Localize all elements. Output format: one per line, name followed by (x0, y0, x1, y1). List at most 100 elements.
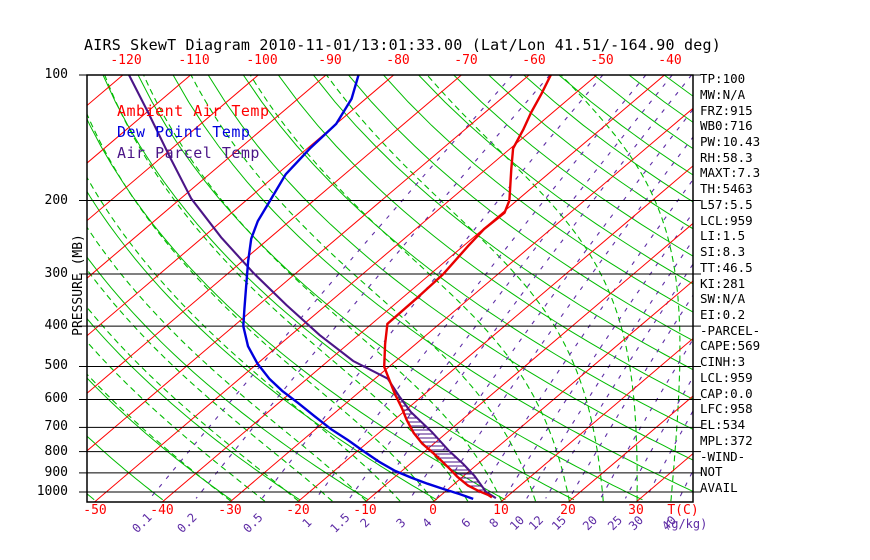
mixing-ratio-line (149, 75, 513, 499)
moist-adiabat-line (87, 268, 333, 502)
dry-adiabat-line (523, 75, 693, 203)
panel-item: -PARCEL- (700, 322, 761, 338)
isotherm-line (87, 75, 530, 452)
mixing-ratio-line (315, 75, 647, 499)
ambient-air-temp-curve (382, 75, 552, 499)
mixing-ratio-line (624, 376, 693, 499)
bottom-temp-label: 30 (628, 503, 644, 518)
panel-item: NOT (700, 464, 723, 480)
moist-adiabat-line (87, 306, 299, 502)
mixing-ratio-unit-label: (g/kg) (664, 517, 708, 531)
panel-item: FRZ:915 (700, 102, 753, 118)
moist-adiabat-line (143, 75, 503, 502)
isotherm-line (364, 222, 693, 502)
top-temp-label: -50 (590, 53, 614, 68)
bottom-temp-label: -50 (83, 503, 107, 518)
plot-frame (86, 74, 694, 503)
mixing-ratio-line (261, 75, 604, 499)
moist-adiabat-line (249, 75, 570, 502)
mixing-ratio-line (436, 136, 693, 499)
top-temp-label: -120 (110, 53, 142, 68)
dry-adiabat-line (418, 75, 693, 285)
mixing-ratio-line (349, 75, 673, 499)
dry-adiabat-line (87, 256, 369, 501)
pressure-tick-label: 500 (44, 358, 68, 373)
moist-adiabat-line (326, 75, 604, 502)
top-temp-label: -90 (318, 53, 342, 68)
mixing-ratio-line (503, 211, 693, 499)
pressure-tick-label: 800 (44, 444, 68, 459)
panel-item: RH:58.3 (700, 149, 753, 165)
top-temp-label: -80 (386, 53, 410, 68)
panel-item: TH:5463 (700, 181, 753, 197)
panel-item: LCL:959 (700, 369, 753, 385)
panel-item: TT:46.5 (700, 259, 753, 275)
bottom-temp-label: -20 (286, 503, 310, 518)
dew-point-temp-curve (242, 75, 474, 501)
pressure-tick-label: 200 (44, 193, 68, 208)
panel-item: KI:281 (700, 275, 746, 291)
dry-adiabat-line (87, 435, 164, 501)
isotherm-line (229, 107, 693, 502)
panel-item: PW:10.43 (700, 133, 761, 149)
cape-hatched-area (387, 378, 489, 495)
top-temp-label: -70 (454, 53, 478, 68)
pressure-axis-label: PRESSURE (MB) (71, 234, 86, 336)
panel-item: CAP:0.0 (700, 385, 753, 401)
isotherm-line (87, 75, 124, 107)
moist-adiabat-line (87, 176, 401, 502)
mixing-ratio-line (600, 338, 693, 499)
mixing-ratio-line (475, 178, 693, 499)
dry-adiabat-line (453, 75, 693, 257)
dry-adiabat-line (313, 75, 693, 371)
panel-item: MW:N/A (700, 86, 746, 102)
panel-item: WB0:716 (700, 118, 753, 134)
bottom-temp-label: 10 (493, 503, 509, 518)
top-temp-label: -40 (658, 53, 682, 68)
pressure-tick-label: 400 (44, 318, 68, 333)
bottom-temp-label: -30 (218, 503, 242, 518)
isotherm-line (0, 75, 55, 502)
moist-adiabat-line (426, 75, 638, 502)
pressure-tick-label: 100 (44, 67, 68, 82)
dry-adiabat-line (102, 75, 575, 501)
mixing-ratio-line (195, 75, 551, 499)
bottom-temp-label: -40 (150, 503, 174, 518)
moist-adiabat-line (560, 75, 681, 502)
dry-adiabat-line (172, 75, 693, 492)
dry-adiabat-line (277, 75, 693, 400)
panel-item: TP:100 (700, 71, 746, 86)
pressure-tick-label: 300 (44, 266, 68, 281)
dry-adiabat-line (348, 75, 693, 342)
dry-adiabat-line (663, 75, 693, 97)
pressure-tick-label: 600 (44, 391, 68, 406)
mixing-ratio-line (545, 263, 693, 499)
panel-item: AVAIL (700, 480, 738, 495)
moist-adiabat-line (190, 75, 537, 502)
panel-item: MPL:372 (700, 432, 753, 448)
isotherm-line (87, 75, 259, 222)
bottom-temp-label: 0 (429, 503, 437, 518)
panel-item: L57:5.5 (700, 196, 753, 212)
isotherm-line (87, 75, 462, 394)
pressure-tick-label: 700 (44, 419, 68, 434)
isotherm-line (87, 75, 395, 337)
pressure-tick-label: 1000 (36, 484, 68, 499)
bottom-temp-label: 20 (560, 503, 576, 518)
top-temp-label: -60 (522, 53, 546, 68)
isotherm-line (432, 280, 693, 502)
panel-item: EI:0.2 (700, 307, 746, 322)
chart-title: AIRS SkewT Diagram 2010-11-01/13:01:33.0… (84, 36, 721, 54)
panel-item: CAPE:569 (700, 338, 761, 354)
air-parcel-temp-curve (128, 75, 497, 499)
legend-air-parcel-temp: Air Parcel Temp (117, 144, 260, 162)
isotherm-line (500, 337, 693, 502)
dry-adiabat-line (242, 75, 693, 430)
dry-adiabat-line (383, 75, 693, 313)
legend-dew-point-temp: Dew Point Temp (117, 123, 251, 141)
moist-adiabat-line (104, 75, 469, 502)
panel-item: CINH:3 (700, 354, 746, 370)
dry-adiabat-line (87, 377, 232, 501)
isotherm-line (161, 75, 665, 502)
